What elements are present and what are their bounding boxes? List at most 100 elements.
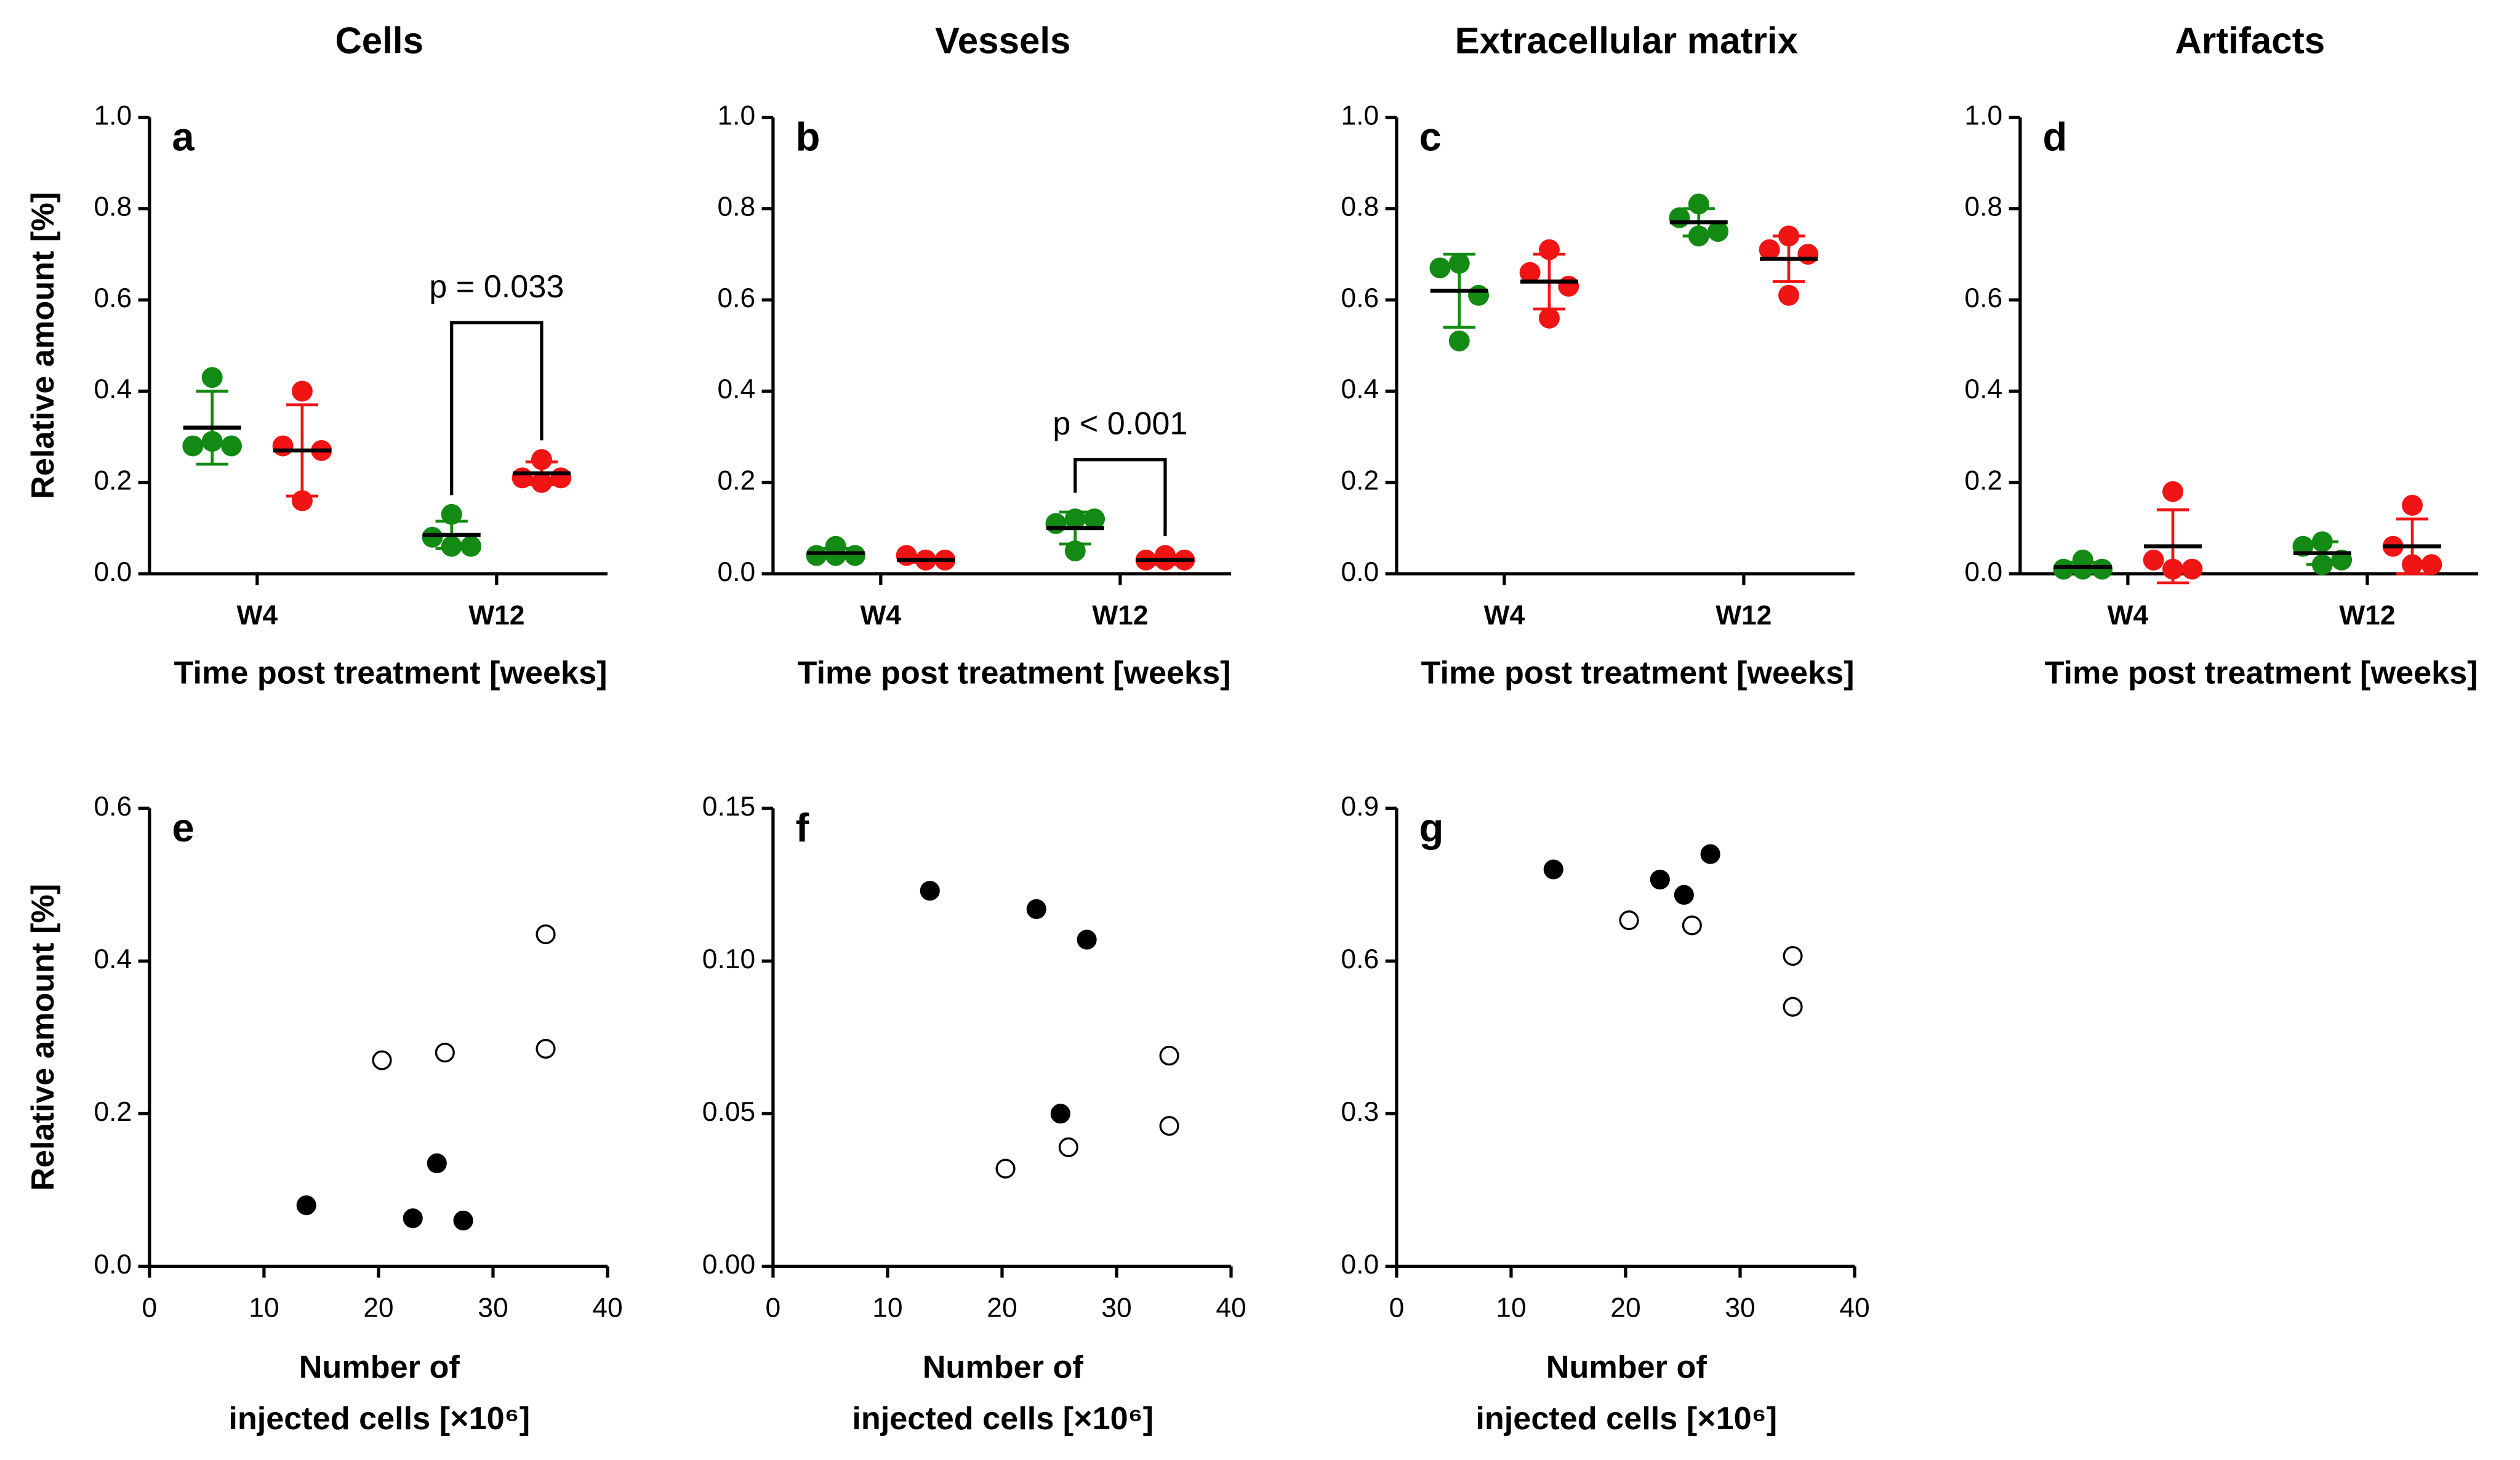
y-tick-label: 0.9 [1341, 792, 1379, 822]
data-point [291, 490, 313, 511]
data-point [2053, 558, 2074, 580]
data-point [1688, 225, 1709, 247]
panel-letter: b [795, 114, 820, 159]
data-point [1064, 540, 1086, 561]
y-tick-label: 0.4 [717, 374, 755, 404]
panel-letter: c [1419, 114, 1441, 159]
data-point [1026, 899, 1046, 920]
data-point [1783, 945, 1803, 966]
data-point [427, 1153, 447, 1174]
y-tick-label: 1.0 [1341, 100, 1379, 130]
panel-title: Extracellular matrix [1455, 20, 1798, 61]
y-tick-label: 0.6 [1341, 283, 1379, 313]
data-point [1045, 513, 1067, 534]
data-point [1159, 1116, 1179, 1136]
data-point [221, 435, 242, 457]
data-point [2072, 558, 2093, 580]
y-tick-label: 0.2 [94, 466, 132, 496]
y-tick-label: 0.8 [1965, 192, 2003, 222]
data-point [2421, 554, 2442, 576]
panel-title: Artifacts [2175, 20, 2325, 61]
data-point [2402, 494, 2423, 516]
y-tick-label: 1.0 [1965, 100, 2003, 130]
data-point [2092, 558, 2113, 580]
data-point [806, 545, 827, 566]
x-axis-label: Time post treatment [weeks] [798, 655, 1231, 691]
data-point [1159, 1046, 1179, 1066]
significance-bracket [1073, 458, 1167, 537]
panel-title: Cells [335, 20, 423, 61]
y-tick-label: 0.0 [717, 557, 755, 587]
data-point [1700, 844, 1720, 864]
data-point [995, 1158, 1016, 1179]
data-point [1619, 910, 1639, 931]
data-point [536, 924, 556, 944]
y-tick-label: 0.3 [1341, 1097, 1379, 1127]
x-tick-label: 20 [987, 1293, 1017, 1323]
x-tick-label: W12 [1092, 600, 1148, 630]
data-point [403, 1208, 423, 1229]
data-point [2162, 558, 2183, 580]
y-tick-label: 0.2 [717, 466, 755, 496]
x-tick-label: 30 [478, 1293, 508, 1323]
x-tick-label: 30 [1725, 1293, 1755, 1323]
y-tick-label: 0.2 [1341, 466, 1379, 496]
x-axis-label: Number of [299, 1349, 460, 1385]
y-tick-label: 0.4 [1341, 374, 1379, 404]
p-value: p < 0.001 [1053, 406, 1187, 442]
x-tick-label: 40 [1216, 1293, 1246, 1323]
x-axis-label: injected cells [×10⁶] [852, 1401, 1154, 1437]
data-point [1682, 915, 1702, 936]
data-point [1448, 330, 1470, 351]
x-tick-label: W4 [2108, 600, 2149, 630]
y-tick-label: 0.10 [702, 944, 755, 974]
panel-letter: a [172, 114, 195, 159]
data-point [1783, 997, 1803, 1017]
x-tick-label: 40 [1839, 1293, 1869, 1323]
x-tick-label: 10 [872, 1293, 902, 1323]
data-point [1674, 884, 1694, 905]
y-tick-label: 0.8 [1341, 192, 1379, 222]
x-tick-label: 40 [592, 1293, 622, 1323]
x-axis-label: injected cells [×10⁶] [1475, 1401, 1777, 1437]
x-tick-label: 0 [1389, 1293, 1405, 1323]
y-tick-label: 0.00 [702, 1249, 755, 1280]
data-point [1538, 239, 1560, 260]
x-tick-label: 30 [1101, 1293, 1131, 1323]
data-point [201, 431, 223, 452]
data-point [453, 1210, 473, 1231]
x-tick-label: W12 [2339, 600, 2395, 630]
data-point [531, 449, 552, 470]
x-axis-label: Number of [1546, 1349, 1707, 1385]
data-point [1429, 257, 1451, 279]
data-point [1759, 239, 1780, 260]
x-tick-label: W12 [468, 600, 524, 630]
y-tick-label: 0.0 [94, 1249, 132, 1280]
data-point [182, 435, 204, 457]
x-tick-label: 10 [1496, 1293, 1526, 1323]
x-axis-label: Number of [923, 1349, 1084, 1385]
x-tick-label: W4 [861, 600, 902, 630]
y-tick-label: 0.0 [1965, 557, 2003, 587]
data-point [2181, 558, 2203, 580]
data-point [441, 535, 462, 557]
x-tick-label: W4 [237, 600, 278, 630]
y-tick-label: 0.0 [1341, 557, 1379, 587]
panel-letter: e [172, 805, 194, 850]
y-tick-label: 1.0 [94, 100, 132, 130]
x-tick-label: 20 [363, 1293, 393, 1323]
y-tick-label: 0.6 [1965, 283, 2003, 313]
data-point [825, 545, 846, 566]
data-point [2402, 554, 2423, 576]
data-point [296, 1195, 316, 1216]
x-tick-label: 10 [249, 1293, 279, 1323]
data-point [1707, 220, 1729, 242]
x-tick-label: 0 [142, 1293, 158, 1323]
data-point [1050, 1104, 1070, 1124]
data-point [1778, 225, 1799, 247]
y-tick-label: 0.2 [94, 1097, 132, 1127]
y-tick-label: 0.2 [1965, 466, 2003, 496]
panel-title: Vessels [935, 20, 1070, 61]
x-tick-label: W12 [1715, 600, 1772, 630]
